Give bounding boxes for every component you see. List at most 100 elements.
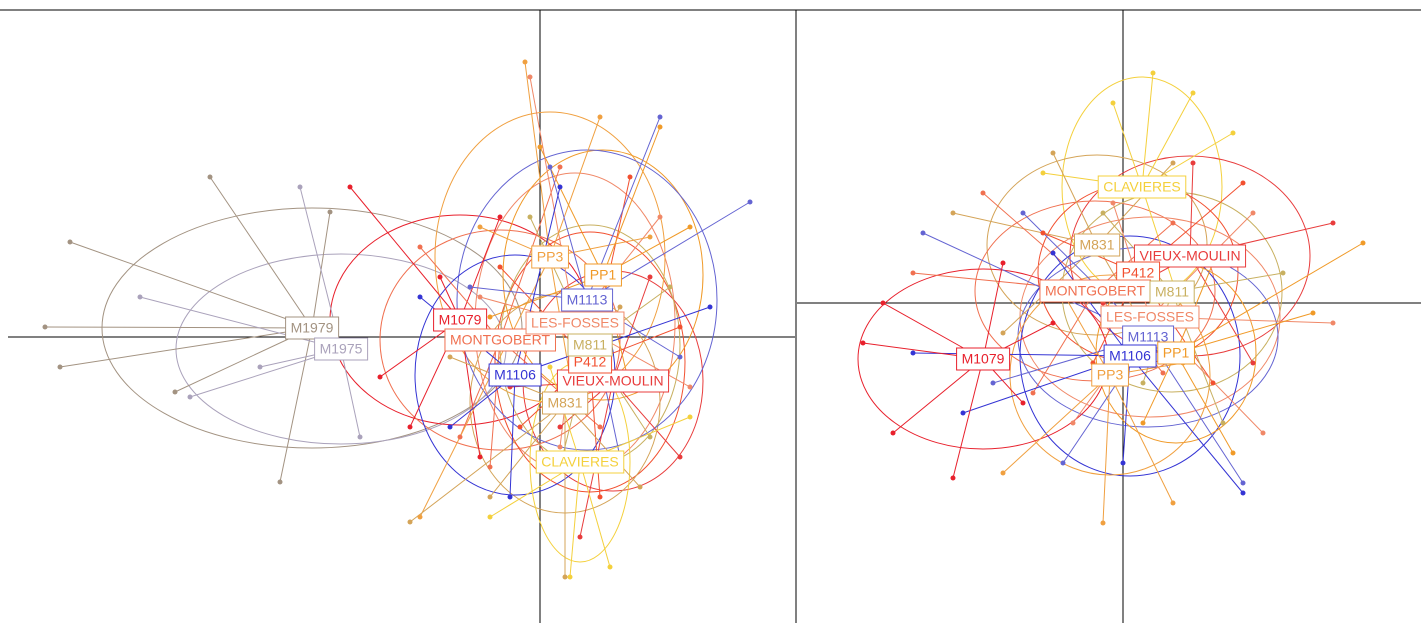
class-label: PP1 xyxy=(590,267,617,283)
label-box xyxy=(556,369,670,393)
star-line xyxy=(952,358,984,479)
point xyxy=(910,270,916,276)
point xyxy=(507,494,513,500)
class-ellipse xyxy=(1019,235,1241,477)
point xyxy=(537,144,543,150)
point xyxy=(1070,420,1076,426)
class-label: P412 xyxy=(574,354,607,370)
point xyxy=(487,314,493,320)
label-box xyxy=(1133,244,1247,268)
star-line xyxy=(340,348,361,438)
star-line xyxy=(549,116,601,258)
class-label: PP3 xyxy=(1097,367,1124,383)
label-box xyxy=(956,347,1011,371)
star-lines xyxy=(44,61,751,578)
star-line xyxy=(489,402,566,498)
class-label: M811 xyxy=(1155,284,1189,300)
point xyxy=(207,174,213,180)
point xyxy=(950,475,956,481)
star-line xyxy=(349,186,461,321)
star-line xyxy=(602,126,661,276)
star-line xyxy=(1052,152,1098,246)
class-ellipse xyxy=(101,207,523,449)
point xyxy=(377,374,383,380)
point xyxy=(257,364,263,370)
star-line xyxy=(529,76,576,324)
point xyxy=(557,424,563,430)
class-label: M831 xyxy=(1079,237,1114,253)
point xyxy=(562,574,568,580)
star-line xyxy=(1062,292,1111,376)
point xyxy=(657,214,663,220)
class-label: VIEUX-MOULIN xyxy=(562,373,663,389)
point xyxy=(487,464,493,470)
star-line xyxy=(209,176,313,329)
point xyxy=(577,534,583,540)
star-line xyxy=(612,276,651,382)
point xyxy=(1050,320,1056,326)
point xyxy=(557,184,563,190)
point xyxy=(1110,100,1116,106)
point xyxy=(1220,420,1226,426)
point xyxy=(597,494,603,500)
point xyxy=(1040,170,1046,176)
point xyxy=(527,74,533,80)
star-line xyxy=(459,216,501,321)
star-line xyxy=(1141,92,1194,188)
star-line xyxy=(1002,374,1111,474)
point xyxy=(437,274,443,280)
point xyxy=(747,199,753,205)
star-line xyxy=(524,61,551,258)
point xyxy=(647,234,653,240)
star-line xyxy=(44,326,313,329)
label-box xyxy=(1149,280,1195,304)
class-label: MONTGOBERT xyxy=(1045,283,1146,299)
class-label: MONTGOBERT xyxy=(450,332,551,348)
point xyxy=(1330,220,1336,226)
point xyxy=(547,364,553,370)
point xyxy=(467,284,473,290)
point xyxy=(1310,310,1316,316)
point xyxy=(487,514,493,520)
class-label: CLAVIERES xyxy=(541,454,619,470)
star-line xyxy=(1175,312,1314,354)
class-ellipse xyxy=(502,149,704,401)
point xyxy=(477,294,483,300)
point xyxy=(1240,490,1246,496)
class-label: M1975 xyxy=(320,341,363,357)
points xyxy=(42,59,753,580)
point xyxy=(42,324,48,330)
point xyxy=(497,264,503,270)
star-line xyxy=(569,461,581,578)
class-label: M811 xyxy=(573,337,607,353)
star-line xyxy=(982,262,1004,360)
point xyxy=(1140,380,1146,386)
label-box xyxy=(1091,363,1129,387)
star-line xyxy=(1141,72,1154,188)
point xyxy=(1280,270,1286,276)
star-line xyxy=(69,241,313,329)
point xyxy=(627,174,633,180)
point xyxy=(920,230,926,236)
point xyxy=(1250,210,1256,216)
star-line xyxy=(1189,162,1194,257)
point xyxy=(57,364,63,370)
point xyxy=(557,164,563,170)
label-box xyxy=(1103,344,1157,368)
label-box xyxy=(584,263,622,287)
point xyxy=(657,114,663,120)
point xyxy=(880,300,886,306)
point xyxy=(457,434,463,440)
label-box xyxy=(1157,341,1195,365)
point xyxy=(1100,210,1106,216)
point xyxy=(522,59,528,65)
point xyxy=(357,434,363,440)
class-label: M831 xyxy=(547,395,582,411)
point xyxy=(477,224,483,230)
point xyxy=(1110,200,1116,206)
point xyxy=(447,424,453,430)
point xyxy=(417,294,423,300)
class-label: M1979 xyxy=(291,320,334,336)
